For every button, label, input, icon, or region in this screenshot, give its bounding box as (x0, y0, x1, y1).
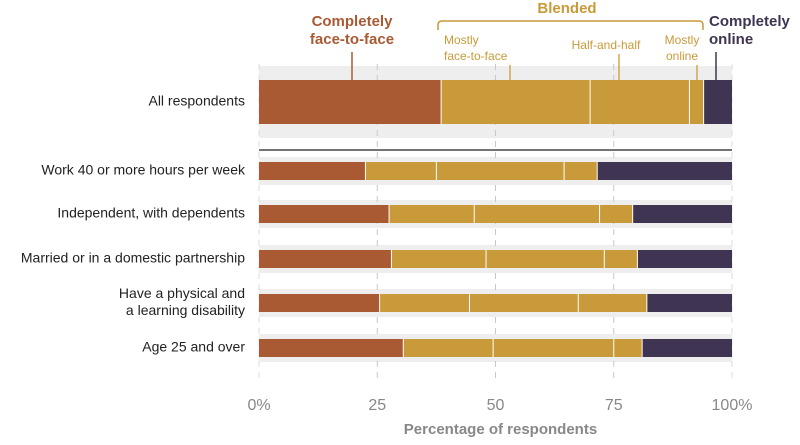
bar-mostly-face-to-face (441, 80, 591, 124)
series-header-labels: Completelyface-to-faceBlendedMostlyface-… (310, 0, 791, 80)
header-online-label: Completely (709, 13, 791, 30)
bar-mostly-online (613, 339, 643, 357)
bar-mostly-face-to-face (389, 205, 475, 223)
x-tick-labels: 0% 25 50 75 100% (247, 397, 752, 414)
bar-half-and-half (436, 162, 565, 180)
category-label: Work 40 or more hours per week (41, 162, 246, 178)
bars (259, 80, 732, 357)
bar-completely-face-to-face (259, 294, 380, 312)
bar-mostly-face-to-face (403, 339, 494, 357)
bar-completely-online (642, 339, 732, 357)
bar-completely-online (597, 162, 732, 180)
header-mostly-f2f-label: Mostly (444, 33, 479, 47)
bar-half-and-half (590, 80, 690, 124)
category-label: Independent, with dependents (57, 205, 245, 221)
bar-mostly-face-to-face (365, 162, 437, 180)
x-axis-title: Percentage of respondents (404, 421, 597, 438)
bar-half-and-half (493, 339, 614, 357)
bar-half-and-half (474, 205, 600, 223)
x-tick-label: 25 (368, 397, 386, 414)
bar-mostly-face-to-face (391, 250, 487, 268)
bar-mostly-online (689, 80, 704, 124)
header-mostly-online-label: Mostly (665, 33, 700, 47)
bar-mostly-online (578, 294, 647, 312)
bar-half-and-half (486, 250, 605, 268)
bar-completely-online (703, 80, 732, 124)
x-tick-label: 75 (605, 397, 623, 414)
category-label: Have a physical and (119, 285, 245, 301)
bar-mostly-online (599, 205, 633, 223)
bar-completely-face-to-face (259, 205, 390, 223)
gridlines (258, 64, 733, 383)
x-tick-label: 0% (247, 397, 270, 414)
header-blended-label: Blended (537, 0, 596, 17)
category-label: All respondents (148, 93, 245, 109)
header-face-to-face-label: face-to-face (310, 31, 394, 48)
category-labels: All respondents Work 40 or more hours per… (21, 93, 246, 355)
header-mostly-f2f-label: face-to-face (444, 49, 508, 63)
x-tick-label: 100% (712, 397, 753, 414)
header-blended-bracket (437, 20, 704, 30)
header-face-to-face-label: Completely (312, 13, 394, 30)
bar-mostly-face-to-face (379, 294, 470, 312)
bar-completely-online (632, 205, 732, 223)
bar-half-and-half (469, 294, 579, 312)
category-label: a learning disability (126, 302, 245, 318)
header-mostly-online-label: online (666, 49, 698, 63)
header-online-label: online (709, 31, 753, 48)
bar-completely-face-to-face (259, 80, 442, 124)
bar-completely-face-to-face (259, 339, 404, 357)
category-label: Married or in a domestic partnership (21, 250, 245, 266)
bar-mostly-online (564, 162, 598, 180)
x-tick-label: 50 (487, 397, 505, 414)
category-label: Age 25 and over (142, 339, 245, 355)
bar-completely-face-to-face (259, 250, 392, 268)
bar-completely-online (646, 294, 732, 312)
header-half-label: Half-and-half (572, 38, 641, 52)
bar-completely-online (637, 250, 732, 268)
bar-completely-face-to-face (259, 162, 366, 180)
bar-mostly-online (604, 250, 638, 268)
